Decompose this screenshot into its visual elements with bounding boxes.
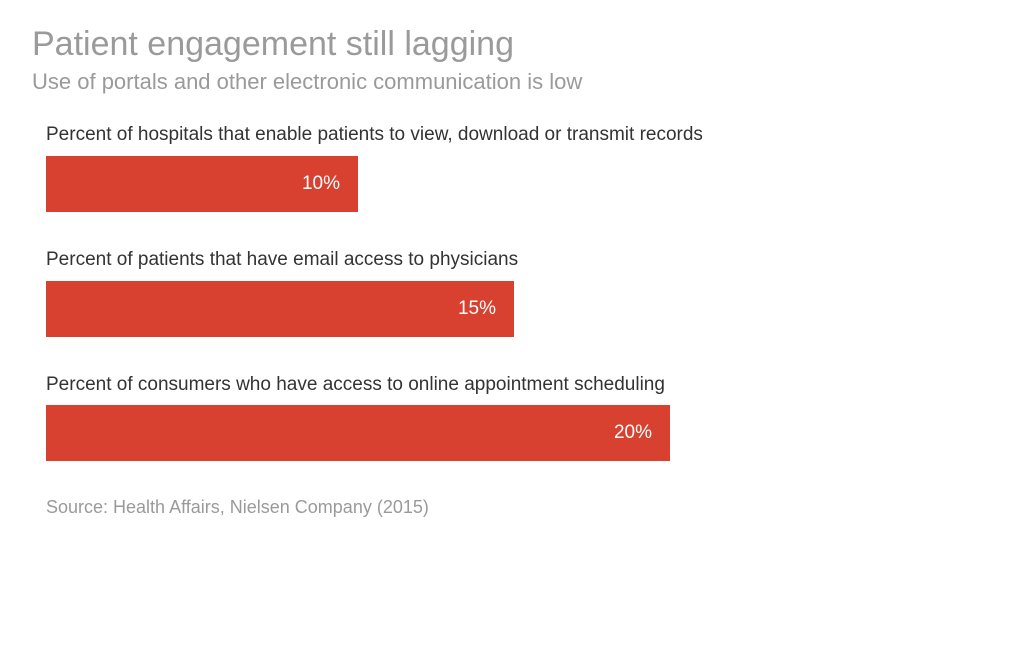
chart-container: Patient engagement still lagging Use of … bbox=[0, 0, 1024, 667]
bar-value-label: 15% bbox=[458, 298, 496, 320]
bar-label: Percent of consumers who have access to … bbox=[46, 373, 982, 398]
chart-title: Patient engagement still lagging bbox=[32, 24, 992, 65]
bar-label: Percent of hospitals that enable patient… bbox=[46, 123, 982, 148]
bar-track: 10% bbox=[46, 156, 982, 212]
chart-source: Source: Health Affairs, Nielsen Company … bbox=[32, 497, 992, 518]
bar-value-label: 20% bbox=[614, 422, 652, 444]
bar-track: 20% bbox=[46, 405, 982, 461]
bar-value-label: 10% bbox=[302, 173, 340, 195]
bar-group: Percent of hospitals that enable patient… bbox=[46, 123, 982, 212]
bar-label: Percent of patients that have email acce… bbox=[46, 248, 982, 273]
bar-fill: 10% bbox=[46, 156, 358, 212]
bar-fill: 20% bbox=[46, 405, 670, 461]
bar-fill: 15% bbox=[46, 281, 514, 337]
chart-subtitle: Use of portals and other electronic comm… bbox=[32, 69, 992, 95]
bar-track: 15% bbox=[46, 281, 982, 337]
bar-group: Percent of consumers who have access to … bbox=[46, 373, 982, 462]
chart-area: Percent of hospitals that enable patient… bbox=[32, 123, 992, 461]
bar-group: Percent of patients that have email acce… bbox=[46, 248, 982, 337]
